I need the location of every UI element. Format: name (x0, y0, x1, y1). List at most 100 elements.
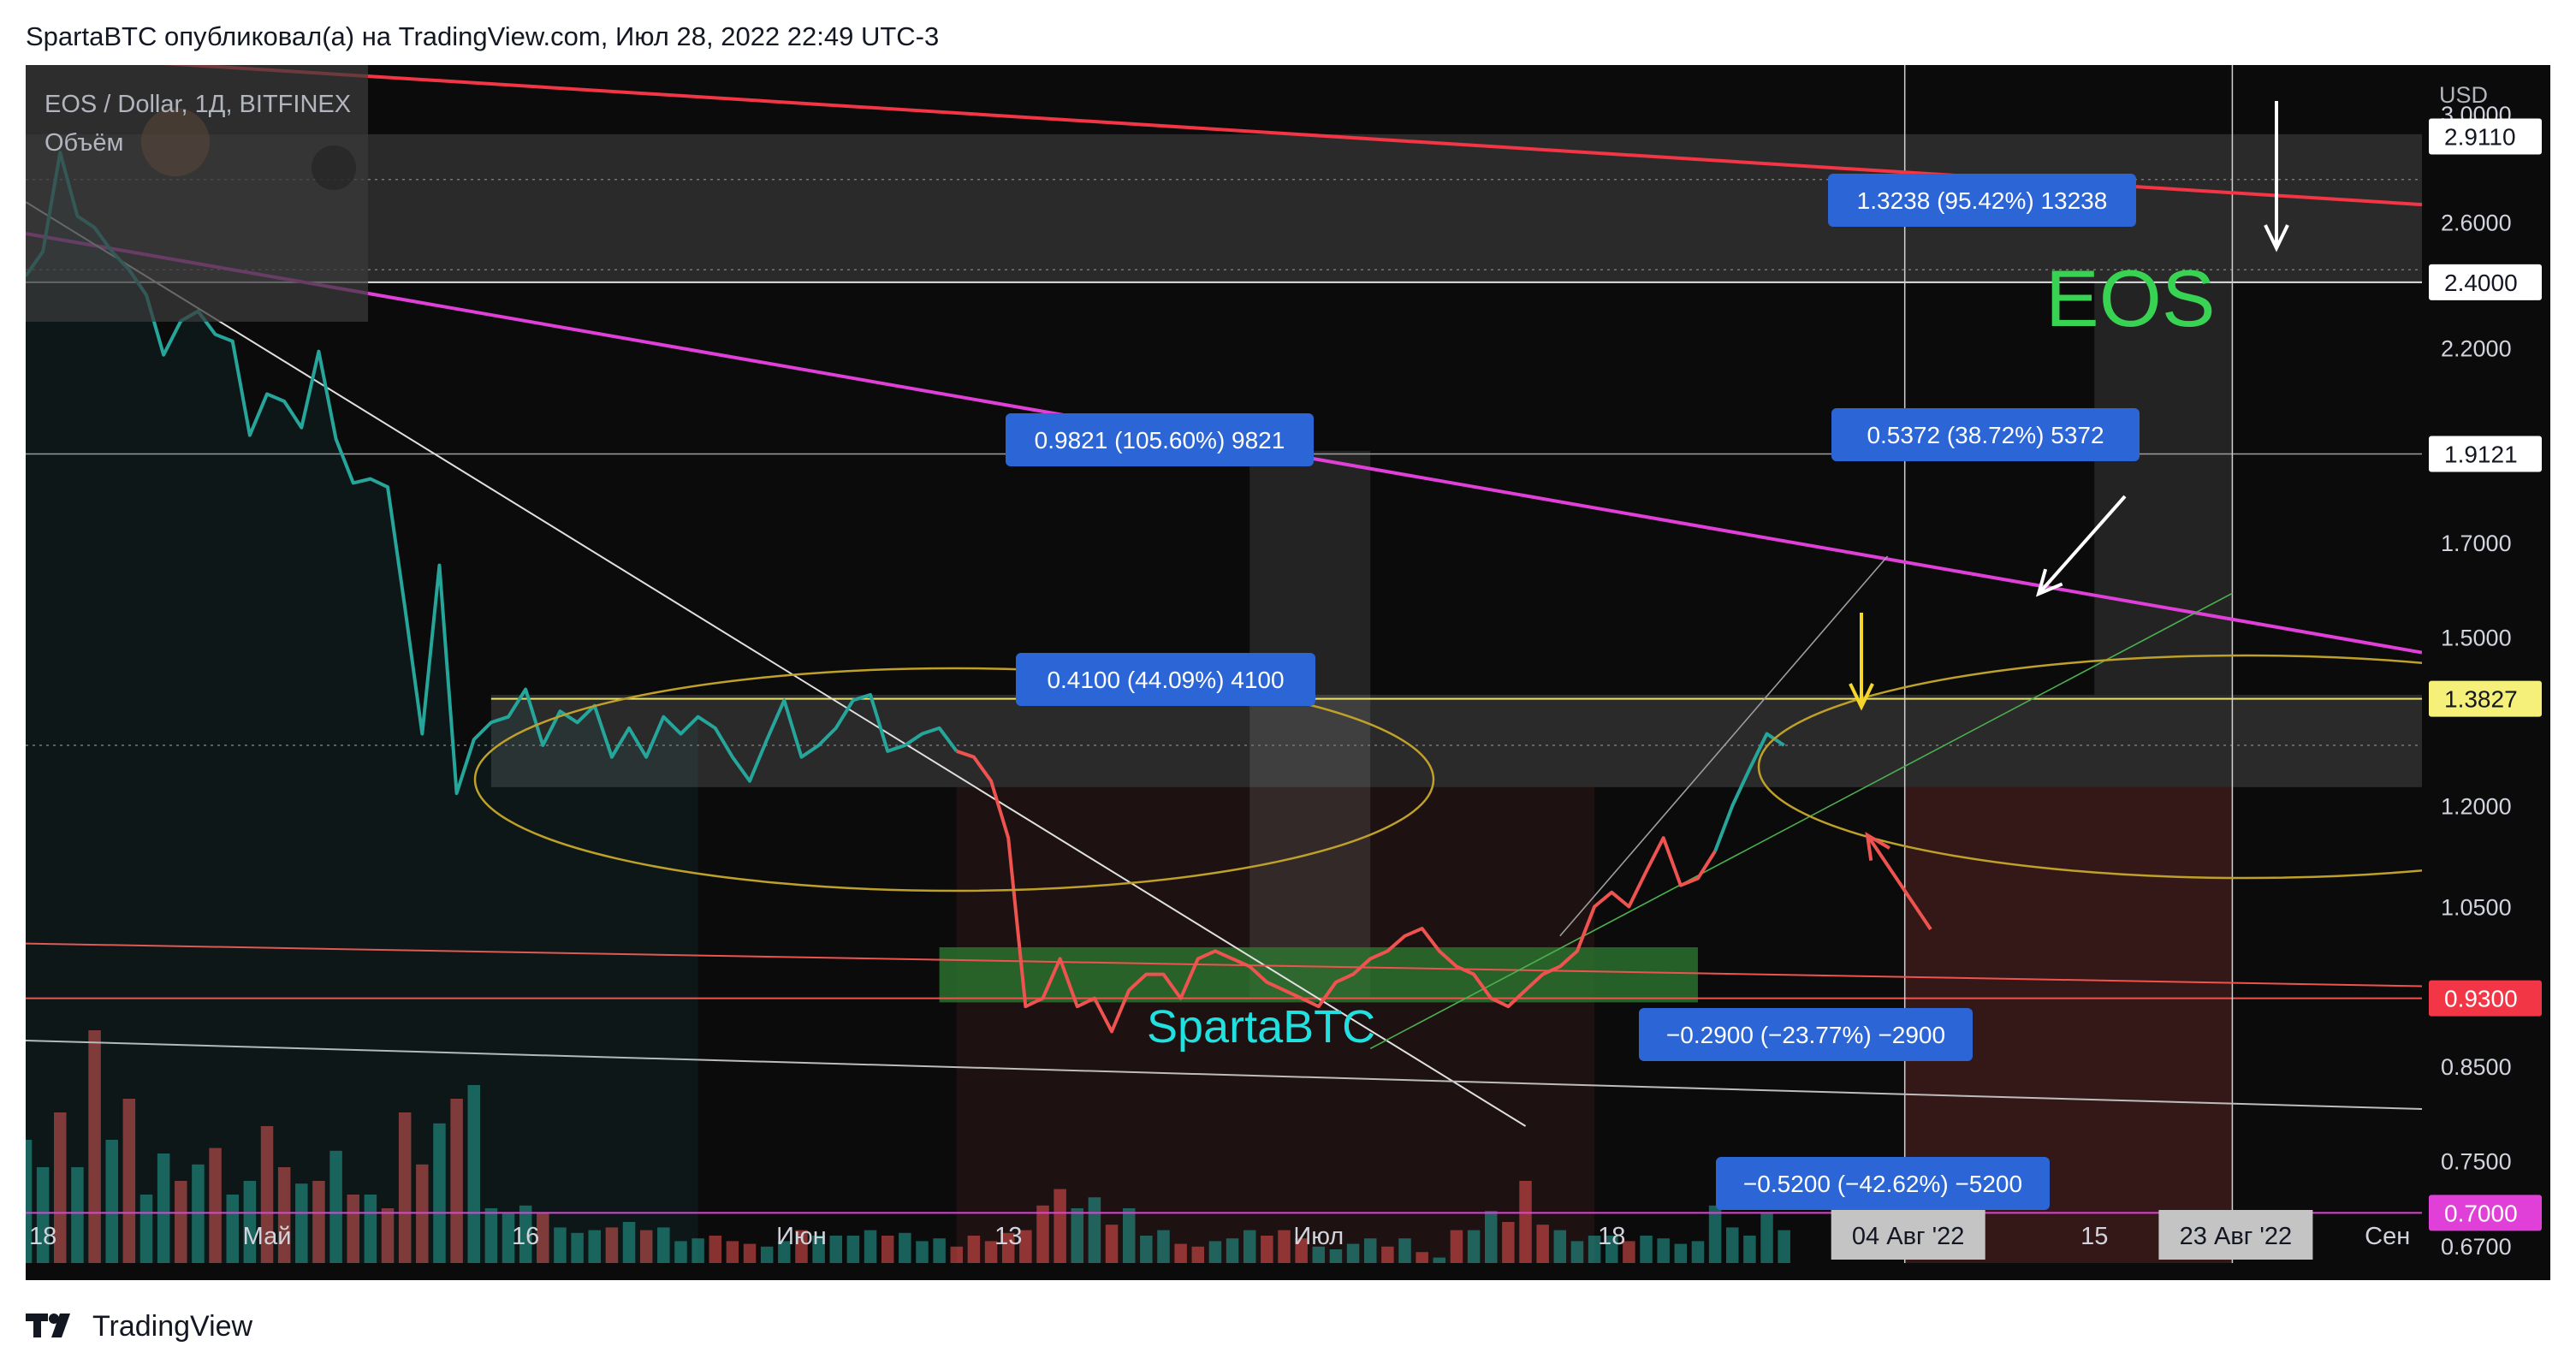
volume-bar (1105, 1225, 1119, 1263)
volume-bar (1760, 1213, 1773, 1263)
white-downtrend-line (26, 201, 1527, 1127)
measurement-text: 0.9821 (105.60%) 9821 (1035, 427, 1285, 454)
volume-bar (1191, 1246, 1205, 1263)
volume-bar (674, 1241, 687, 1263)
volume-bar (622, 1222, 636, 1263)
thumbnail-avatar-inner (312, 145, 356, 190)
volume-bar (1536, 1225, 1549, 1263)
green-uptrend-line (1369, 592, 2233, 1050)
volume-bar (967, 1236, 981, 1263)
consolidation-ellipse-left (473, 667, 1435, 893)
price-label-box (2429, 118, 2542, 155)
measurement-text: 0.4100 (44.09%) 4100 (1047, 667, 1284, 693)
price-line-latest-segment (1713, 732, 1785, 852)
price-label-value: 0.9300 (2444, 986, 2518, 1012)
time-tick-label: Июл (1293, 1223, 1344, 1250)
volume-bar (1226, 1238, 1239, 1263)
price-tick-label: 1.2000 (2441, 794, 2512, 820)
volume-bar (1553, 1230, 1567, 1263)
date-label-value: 23 Авг '22 (2180, 1223, 2293, 1250)
red-arrow-up (1866, 833, 1932, 931)
time-tick-label: 13 (994, 1223, 1022, 1250)
time-tick-label: 15 (2080, 1223, 2108, 1250)
tradingview-logo-icon[interactable] (26, 1312, 80, 1341)
volume-bar (157, 1153, 170, 1263)
symbol-line: EOS / Dollar, 1Д, BITFINEX (45, 91, 351, 118)
red-arrow-up-head (1865, 832, 1890, 861)
measurement-box (1016, 653, 1315, 706)
volume-bar (364, 1195, 377, 1263)
volume-bar (243, 1181, 257, 1263)
volume-bar (519, 1205, 532, 1263)
price-tick-label: 0.8500 (2441, 1054, 2512, 1080)
horizontal-levels (26, 65, 2422, 1263)
volume-bar (1467, 1230, 1481, 1263)
volume-bar (1691, 1241, 1705, 1263)
price-label-box (2429, 1195, 2542, 1231)
volume-bar (1674, 1243, 1688, 1263)
measurement-text: −0.5200 (−42.62%) −5200 (1743, 1171, 2022, 1197)
price-chart[interactable]: 3.00002.60002.20001.70001.50001.20001.05… (26, 65, 2550, 1280)
volume-bar (1416, 1252, 1428, 1263)
volume-bar (1398, 1238, 1411, 1263)
price-label-box (2429, 264, 2542, 300)
grey-channel-line (1559, 555, 1889, 937)
volume-bar (398, 1112, 412, 1263)
footer-brand[interactable]: TradingView (92, 1309, 253, 1343)
volume-bar (1295, 1238, 1308, 1263)
volume-bar (71, 1167, 84, 1263)
time-tick-label: Сен (2365, 1223, 2410, 1250)
price-tick-label: 1.7000 (2441, 531, 2512, 556)
measurement-box (1716, 1157, 2050, 1210)
consolidation-zone (490, 694, 2423, 787)
volume-bar (226, 1195, 239, 1263)
volume-bar (1502, 1222, 1515, 1263)
volume-bar (899, 1232, 911, 1263)
author-label: SpartaBTC (1147, 1001, 1375, 1053)
volume-bar (537, 1213, 549, 1263)
time-measure-zone (1249, 450, 1371, 999)
volume-bar (950, 1246, 964, 1263)
volume-bar (36, 1167, 50, 1263)
date-label-box (1831, 1210, 1985, 1260)
date-label-value: 04 Авг '22 (1852, 1223, 1965, 1250)
volume-bar (916, 1241, 929, 1263)
annotations (473, 101, 2550, 931)
price-tick-label: 2.6000 (2441, 210, 2512, 235)
volume-bar (467, 1085, 480, 1263)
white-lower-line (26, 1040, 2423, 1110)
volume-bars (26, 1030, 1790, 1263)
price-tick-label: 1.0500 (2441, 895, 2512, 921)
volume-bar (1363, 1238, 1377, 1263)
volume-bar (209, 1148, 222, 1263)
time-tick-label: 16 (512, 1223, 539, 1250)
volume-bar (812, 1236, 825, 1263)
consolidation-ellipse-right (1757, 654, 2550, 880)
volume-bar (1157, 1230, 1170, 1263)
price-label-value: 0.7000 (2444, 1200, 2518, 1226)
volume-bar (1001, 1232, 1015, 1263)
volume-bar (1657, 1238, 1670, 1263)
volume-bar (1174, 1243, 1187, 1263)
volume-bar (795, 1230, 808, 1263)
volume-bar (54, 1112, 67, 1263)
eos-label: EOS (2045, 253, 2216, 343)
volume-bar (175, 1181, 187, 1263)
volume-bar (726, 1241, 739, 1263)
volume-bar (571, 1232, 584, 1263)
thumbnail-avatar (141, 108, 210, 176)
price-tick-label: 1.5000 (2441, 626, 2512, 651)
footer: TradingView (26, 1301, 252, 1352)
volume-bar (1433, 1257, 1446, 1263)
volume-bar (760, 1246, 774, 1263)
volume-bar (312, 1181, 325, 1263)
symbol-thumbnail (26, 65, 368, 322)
volume-bar (1725, 1227, 1739, 1263)
volume-bar (260, 1126, 274, 1263)
volume-bar (1605, 1236, 1618, 1263)
measurement-box (1831, 408, 2140, 461)
volume-bar (1140, 1236, 1153, 1263)
volume-bar (1019, 1230, 1032, 1263)
chart-container: 3.0000 2.6000 2.2000 1.7000 1.5000 1.2000 1.05… (26, 65, 2550, 1280)
volume-bar (502, 1213, 515, 1263)
